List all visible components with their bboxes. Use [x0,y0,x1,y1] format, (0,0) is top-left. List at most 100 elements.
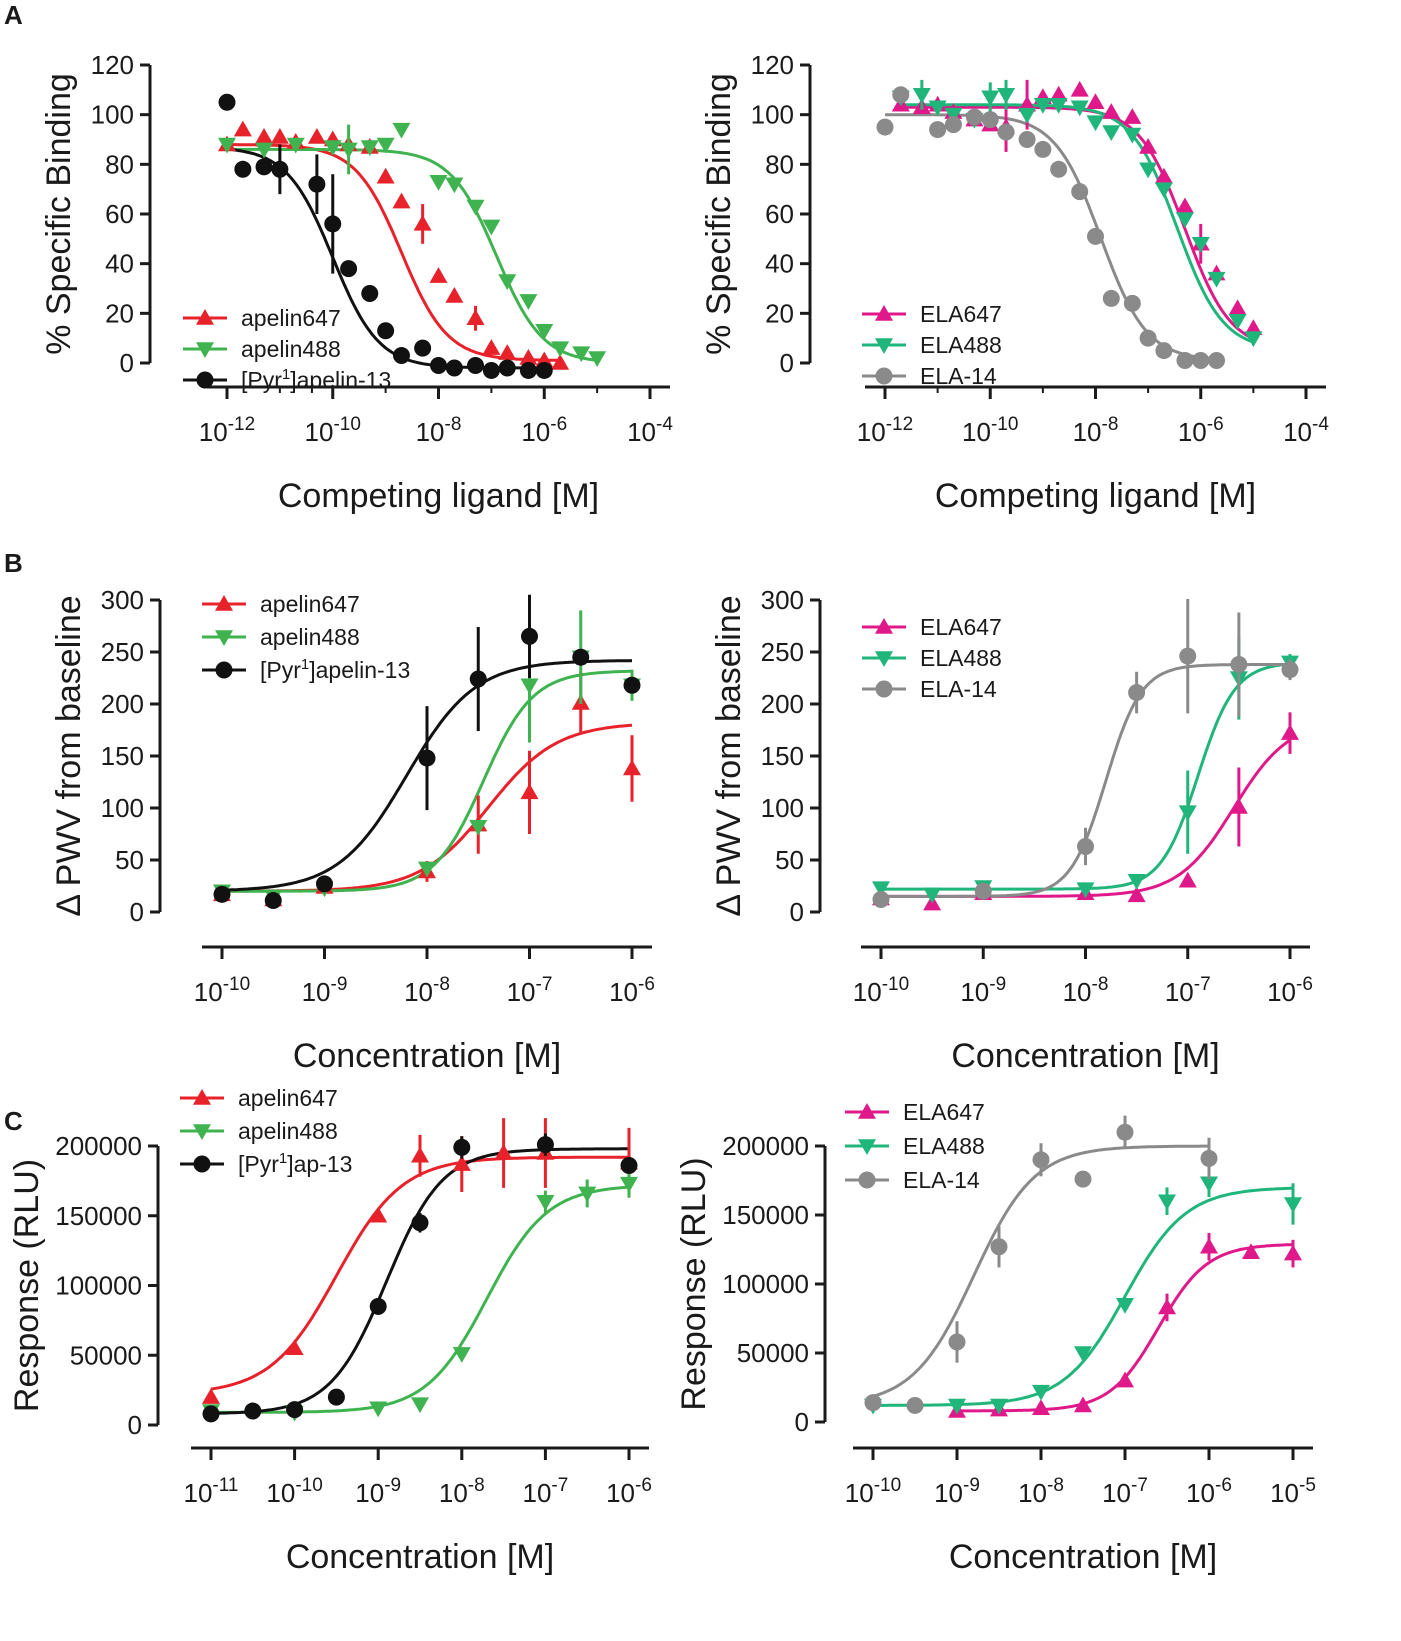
legend-label: ELA488 [920,645,1002,671]
data-point-pyr [308,175,326,193]
data-point-ela488 [1191,237,1210,253]
data-point-apelin488 [429,174,448,191]
x-tick-label: 10-10 [266,1475,322,1508]
chart-c-left: 0 50000 100000 150000 200000 Response (RLU) 10… [8,1085,652,1576]
data-point-pyr [467,356,485,374]
data-point-pyr [418,749,436,767]
y-axis-title: Response (RLU) [8,1159,46,1412]
y-tick-label: 0 [795,1407,809,1437]
data-point-ela488 [1033,97,1052,114]
y-tick-label: 100 [101,793,144,823]
data-point-ela647 [1158,1298,1176,1315]
data-point-ela14 [876,118,894,136]
data-point-ela14 [1123,294,1141,312]
data-point-pyr [411,1214,429,1232]
y-tick-label: 100000 [722,1269,809,1299]
y-axis-title: Response (RLU) [675,1157,713,1410]
data-point-apelin488 [339,142,358,159]
data-point-ela488 [948,1398,966,1415]
data-point-apelin647 [494,1143,513,1160]
legend-label: ELA-14 [920,363,997,389]
data-point-apelin647 [623,759,641,776]
data-point-pyr [213,885,231,903]
data-point-ela647 [1074,1396,1092,1413]
data-point-ela488 [990,1398,1008,1415]
data-point-ela488 [1139,162,1158,179]
data-point-ela14 [948,1333,966,1351]
data-point-apelin488 [323,140,342,156]
fit-curve-ela647 [881,738,1291,898]
data-point-pyr [286,1401,304,1419]
data-point-apelin488 [411,1397,429,1414]
data-point-pyr [264,892,282,910]
x-axis-title: Competing ligand [M] [935,477,1256,515]
x-tick-label: 10-7 [507,974,553,1007]
x-tick-label: 10-9 [934,1475,980,1508]
y-tick-label: 40 [105,249,134,279]
data-point-ela647 [1049,85,1068,102]
chart-b-left: 0 50 100 150 200 250 300 Δ PWV from baseline 10-… [50,585,655,1075]
y-tick-label: 150000 [55,1201,142,1231]
data-point-apelin647 [392,192,411,209]
y-axis-title: Δ PWV from baseline [710,595,748,916]
data-point-pyr [377,322,395,340]
data-point-pyr [453,1138,471,1156]
y-tick-label: 60 [105,199,134,229]
data-point-apelin647 [519,349,538,365]
x-tick-label: 10-7 [1102,1475,1148,1508]
y-tick-label: 80 [105,149,134,179]
data-point-ela647 [1228,299,1247,316]
x-tick-label: 10-11 [184,1475,239,1508]
data-point-ela14 [1208,352,1226,370]
panel-label-a: A [4,0,23,30]
data-point-ela647 [1086,93,1105,109]
x-tick-label: 10-4 [1283,414,1329,447]
y-tick-label: 200000 [722,1131,809,1161]
panel-label-c: C [4,1106,23,1136]
x-tick-label: 10-6 [1186,1475,1232,1508]
legend-marker [196,371,214,389]
data-point-ela647 [1154,167,1173,184]
data-point-ela488 [1102,125,1121,142]
data-point-apelin488 [535,323,554,340]
x-tick-label: 10-6 [609,974,655,1007]
data-point-pyr [327,1388,345,1406]
legend: ELA647 ELA488 ELA-14 [862,301,1002,389]
data-point-pyr [234,160,252,178]
data-point-pyr [469,670,487,688]
x-tick-label: 10-8 [1073,414,1119,447]
data-point-ela14 [1102,289,1120,307]
data-point-ela14 [1176,352,1194,370]
y-tick-label: 0 [790,897,804,927]
x-tick-label: 10-8 [1063,974,1109,1007]
data-point-pyr [620,1157,638,1175]
data-point-ela488 [1244,331,1263,348]
legend-marker [875,305,893,321]
legend-label: apelin647 [260,591,360,617]
data-point-ela488 [1049,97,1068,114]
data-point-ela488 [1032,1384,1050,1401]
data-point-pyr [392,347,410,365]
y-tick-label: 250 [101,637,144,667]
data-point-pyr [414,339,432,357]
data-point-apelin647 [369,1206,388,1223]
data-point-pyr [271,160,289,178]
data-point-apelin647 [551,354,570,370]
y-tick-label: 50000 [737,1338,809,1368]
data-point-apelin647 [466,309,485,326]
x-axis-title: Concentration [M] [286,1538,554,1576]
y-tick-label: 80 [765,149,794,179]
legend-label: [Pyr1]ap-13 [238,1150,352,1177]
data-point-ela488 [1175,212,1194,228]
x-tick-label: 10-4 [627,414,673,447]
data-point-ela488 [1158,1194,1176,1211]
data-point-ela647 [1032,1399,1050,1415]
data-point-apelin647 [429,267,448,283]
data-point-ela14 [929,121,947,139]
data-point-apelin488 [466,199,485,216]
chart-a-left: 0 20 40 60 80 100 120 % Specific Binding 10-12 10… [40,50,673,515]
data-point-ela488 [1076,882,1095,899]
x-tick-label: 10-9 [355,1475,401,1508]
x-tick-label: 10-8 [416,414,462,447]
